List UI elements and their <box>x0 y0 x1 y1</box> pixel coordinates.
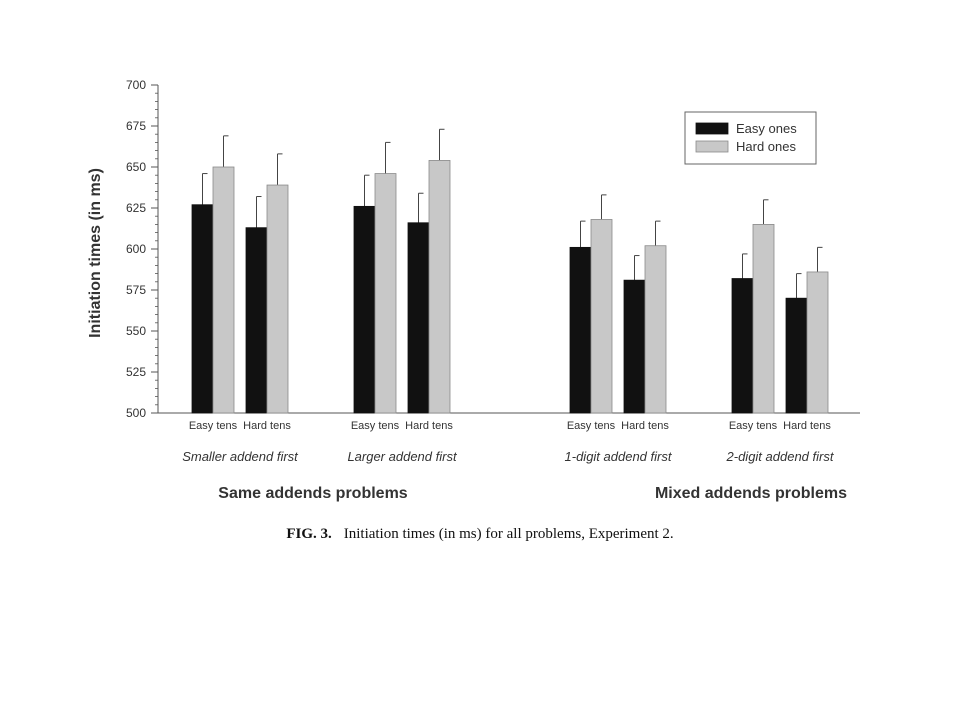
category-label: Hard tens <box>621 420 669 432</box>
legend-label: Hard ones <box>736 139 796 154</box>
y-tick-label: 550 <box>126 324 146 338</box>
y-axis-title: Initiation times (in ms) <box>87 168 104 338</box>
figure-label: FIG. 3. <box>286 526 332 542</box>
bar-hard-ones <box>428 160 451 414</box>
bar-easy-ones <box>191 204 214 414</box>
bar-easy-ones <box>245 227 268 414</box>
category-label: Easy tens <box>567 420 616 432</box>
panel-label: Mixed addends problems <box>655 485 847 502</box>
category-label: Hard tens <box>783 420 831 432</box>
bar-easy-ones <box>407 222 430 414</box>
legend-swatch-easy-ones <box>695 122 729 135</box>
condition-label: Smaller addend first <box>182 449 299 464</box>
bar-hard-ones <box>752 223 775 414</box>
panel-label: Same addends problems <box>218 485 407 502</box>
condition-label: 1-digit addend first <box>565 449 673 464</box>
category-label: Hard tens <box>405 420 453 432</box>
legend-swatch-hard-ones <box>695 140 729 153</box>
y-tick-label: 525 <box>126 365 146 379</box>
bar-easy-ones <box>353 205 376 414</box>
category-label: Hard tens <box>243 420 291 432</box>
bar-hard-ones <box>266 184 289 414</box>
bar-hard-ones <box>212 166 235 414</box>
figure-caption-text: Initiation times (in ms) for all problem… <box>343 526 674 542</box>
legend-box <box>684 111 817 165</box>
bar-easy-ones <box>569 246 592 414</box>
y-tick-label: 675 <box>126 119 146 133</box>
condition-label: 2-digit addend first <box>726 449 835 464</box>
figure-caption: FIG. 3. Initiation times (in ms) for all … <box>0 526 960 543</box>
y-tick-label: 650 <box>126 160 146 174</box>
y-tick-label: 700 <box>126 78 146 92</box>
y-tick-label: 500 <box>126 406 146 420</box>
bar-hard-ones <box>590 219 613 414</box>
y-tick-label: 600 <box>126 242 146 256</box>
bar-hard-ones <box>644 245 667 414</box>
condition-label: Larger addend first <box>347 449 458 464</box>
y-tick-label: 575 <box>126 283 146 297</box>
bar-easy-ones <box>731 278 754 414</box>
category-label: Easy tens <box>351 420 400 432</box>
bar-hard-ones <box>374 173 397 414</box>
bar-easy-ones <box>785 297 808 414</box>
legend-label: Easy ones <box>736 121 797 136</box>
bar-hard-ones <box>806 271 829 414</box>
bar-easy-ones <box>623 279 646 414</box>
y-tick-label: 625 <box>126 201 146 215</box>
category-label: Easy tens <box>189 420 238 432</box>
category-label: Easy tens <box>729 420 778 432</box>
